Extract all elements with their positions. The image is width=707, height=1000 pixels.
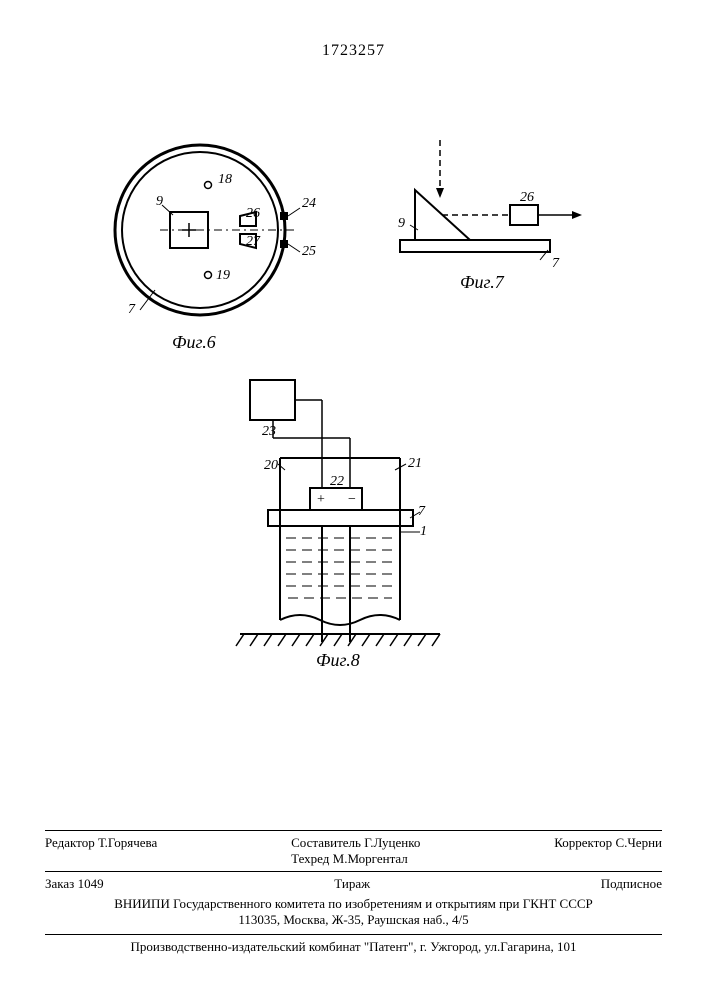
- fig7-n9: 9: [398, 216, 405, 232]
- fig7-n7: 7: [552, 256, 559, 272]
- fig8-drawing: [210, 370, 470, 670]
- fig8-n22: 22: [330, 474, 344, 490]
- fig8-n7: 7: [418, 504, 425, 520]
- fig8-minus: −: [348, 492, 356, 508]
- editor-name: Т.Горячева: [98, 835, 157, 850]
- compiler-name: Г.Луценко: [364, 835, 420, 850]
- podpisnoe-cell: Подписное: [601, 876, 662, 892]
- order-num: 1049: [78, 876, 104, 891]
- footer: Редактор Т.Горячева Составитель Г.Луценк…: [45, 830, 662, 955]
- fig8-n20: 20: [264, 458, 278, 474]
- corrector-cell: Корректор С.Черни: [554, 835, 662, 867]
- fig8-n23: 23: [262, 424, 276, 440]
- fig6-n27: 27: [246, 234, 260, 250]
- compiler-techred-cell: Составитель Г.Луценко Техред М.Моргентал: [291, 835, 420, 867]
- corrector-label: Корректор: [554, 835, 612, 850]
- fig7-n26: 26: [520, 190, 534, 206]
- order-cell: Заказ 1049: [45, 876, 104, 892]
- techred-label: Техред: [291, 851, 329, 866]
- order-label: Заказ: [45, 876, 74, 891]
- fig7-label: Фиг.7: [460, 272, 504, 293]
- fig8-plus: +: [317, 492, 325, 508]
- editor-label: Редактор: [45, 835, 95, 850]
- fig8-n1: 1: [420, 524, 427, 540]
- techred-name: М.Моргентал: [333, 851, 408, 866]
- fig6-n9: 9: [156, 194, 163, 210]
- fig6-drawing: [100, 130, 320, 330]
- fig8-label: Фиг.8: [316, 650, 360, 671]
- tirazh-cell: Тираж: [334, 876, 370, 892]
- fig6-n25: 25: [302, 244, 316, 260]
- patent-number: 1723257: [322, 42, 385, 60]
- corrector-name: С.Черни: [615, 835, 662, 850]
- fig6-n24: 24: [302, 196, 316, 212]
- fig8-n21: 21: [408, 456, 422, 472]
- fig6-n18: 18: [218, 172, 232, 188]
- editor-cell: Редактор Т.Горячева: [45, 835, 157, 867]
- fig6-label: Фиг.6: [172, 332, 216, 353]
- fig6-n7: 7: [128, 302, 135, 318]
- patent-page: 1723257 18 19 9 26 27 24 25 7 Фиг.6: [0, 0, 707, 1000]
- compiler-label: Составитель: [291, 835, 361, 850]
- fig6-n26: 26: [246, 206, 260, 222]
- footer-line2: 113035, Москва, Ж-35, Раушская наб., 4/5: [45, 912, 662, 928]
- footer-line3: Производственно-издательский комбинат "П…: [45, 935, 662, 955]
- footer-line1: ВНИИПИ Государственного комитета по изоб…: [45, 896, 662, 912]
- fig6-n19: 19: [216, 268, 230, 284]
